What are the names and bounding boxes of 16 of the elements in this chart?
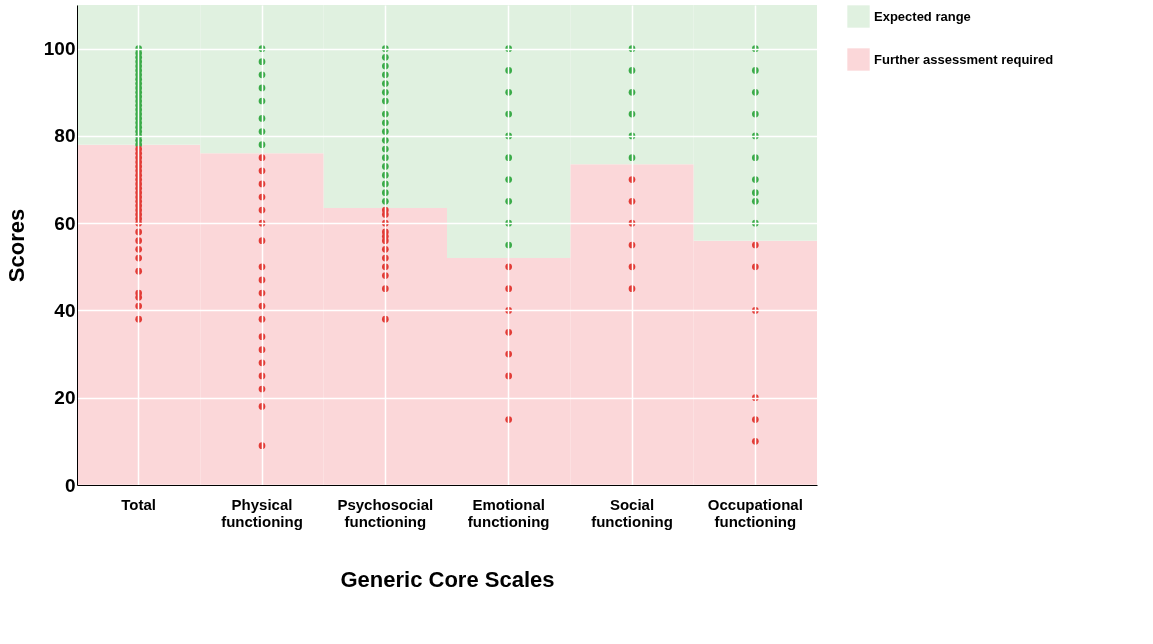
x-axis-title: Generic Core Scales: [340, 566, 555, 592]
y-tick-label: 100: [43, 38, 76, 60]
y-tick-label: 20: [54, 387, 76, 409]
y-tick-label: 60: [54, 212, 76, 234]
y-tick-label: 0: [64, 474, 76, 496]
x-tick-label: Psychosocial functioning: [337, 495, 434, 530]
x-tick-label: Social functioning: [591, 495, 673, 530]
legend-label: Further assessment required: [874, 51, 1054, 67]
x-tick-label: Emotional functioning: [467, 495, 550, 530]
x-tick-label: Occupational functioning: [707, 495, 803, 530]
y-tick-label: 80: [54, 125, 76, 147]
x-tick-label: Total: [121, 495, 157, 513]
y-axis-title: Scores: [3, 208, 29, 283]
legend-label: Expected range: [874, 8, 971, 24]
y-tick-label: 40: [54, 299, 76, 321]
x-tick-label: Physical functioning: [221, 495, 303, 530]
